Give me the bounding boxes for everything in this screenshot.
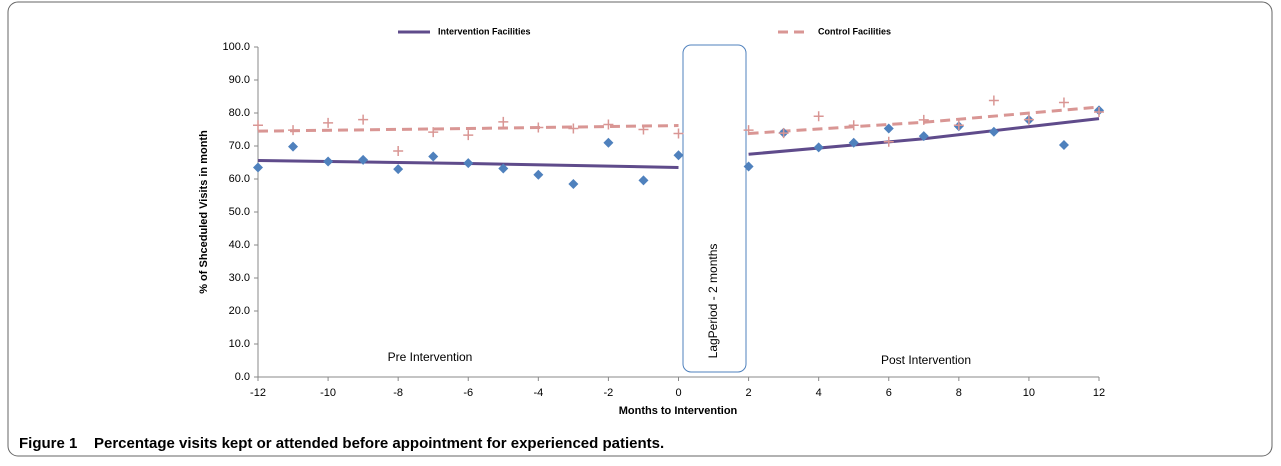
- caption-label: Figure 1: [19, 435, 77, 452]
- data-point: [463, 158, 474, 169]
- data-point: [638, 175, 649, 186]
- data-point: [358, 114, 369, 125]
- caption-text: Percentage visits kept or attended befor…: [94, 435, 664, 452]
- data-point: [288, 125, 299, 136]
- y-tick-label: 100.0: [222, 41, 250, 53]
- data-point: [813, 142, 824, 153]
- x-tick-label: -8: [393, 387, 403, 399]
- y-tick-label: 20.0: [229, 305, 250, 317]
- data-point: [603, 119, 614, 130]
- data-point: [603, 137, 614, 148]
- annotation: LagPeriod - 2 months: [706, 244, 720, 359]
- legend-label: Intervention Facilities: [438, 26, 531, 36]
- x-tick-label: 0: [675, 387, 681, 399]
- annotation: Post Intervention: [881, 353, 971, 367]
- data-point: [253, 120, 263, 131]
- x-axis-label: Months to Intervention: [619, 405, 738, 417]
- data-point: [323, 117, 334, 128]
- x-tick-label: -6: [463, 387, 473, 399]
- data-point: [428, 151, 439, 162]
- data-point: [533, 122, 544, 133]
- y-tick-label: 0.0: [235, 371, 250, 383]
- x-tick-label: 6: [886, 387, 892, 399]
- data-point: [673, 128, 684, 139]
- trend-line: [257, 105, 1100, 135]
- data-point: [883, 136, 894, 147]
- data-point: [463, 130, 474, 141]
- data-point: [953, 120, 964, 131]
- data-point: [918, 131, 929, 142]
- x-tick-label: -12: [250, 387, 266, 399]
- x-tick-label: -2: [604, 387, 614, 399]
- data-point: [883, 123, 894, 134]
- legend-label: Control Facilities: [818, 26, 891, 36]
- data-point: [253, 162, 263, 173]
- data-point: [533, 169, 544, 180]
- y-tick-label: 30.0: [229, 272, 250, 284]
- y-tick-label: 10.0: [229, 338, 250, 350]
- data-point: [673, 150, 684, 161]
- x-tick-label: 10: [1023, 387, 1035, 399]
- data-point: [988, 95, 999, 106]
- x-tick-label: 8: [956, 387, 962, 399]
- x-tick-label: 2: [746, 387, 752, 399]
- data-point: [1094, 107, 1104, 118]
- data-point: [918, 114, 929, 125]
- y-tick-label: 60.0: [229, 173, 250, 185]
- x-tick-label: 4: [816, 387, 822, 399]
- data-point: [393, 164, 404, 175]
- data-point: [848, 137, 859, 148]
- y-tick-label: 80.0: [229, 107, 250, 119]
- x-tick-label: 12: [1093, 387, 1105, 399]
- figure-border: [7, 1, 1273, 457]
- data-point: [568, 178, 579, 189]
- y-tick-label: 70.0: [229, 140, 250, 152]
- data-point: [1058, 97, 1069, 108]
- data-point: [1058, 140, 1069, 151]
- data-point: [428, 127, 439, 138]
- y-tick-label: 90.0: [229, 74, 250, 86]
- data-point: [743, 125, 754, 136]
- y-axis-label: % of Shceduled Visits in month: [198, 130, 210, 294]
- data-point: [288, 141, 299, 152]
- data-point: [568, 123, 579, 134]
- data-point: [988, 126, 999, 137]
- x-tick-label: -4: [533, 387, 543, 399]
- data-point: [498, 116, 509, 127]
- y-tick-label: 40.0: [229, 239, 250, 251]
- lag-box: [682, 44, 747, 373]
- x-tick-label: -10: [320, 387, 336, 399]
- data-point: [323, 156, 334, 167]
- y-tick-label: 50.0: [229, 206, 250, 218]
- data-point: [778, 128, 789, 139]
- data-point: [743, 161, 754, 172]
- annotation: Pre Intervention: [388, 350, 473, 364]
- data-point: [848, 120, 859, 131]
- data-point: [813, 111, 824, 122]
- data-point: [393, 145, 404, 156]
- data-point: [1023, 114, 1034, 125]
- data-point: [638, 124, 649, 135]
- data-point: [358, 154, 369, 165]
- data-point: [498, 163, 509, 174]
